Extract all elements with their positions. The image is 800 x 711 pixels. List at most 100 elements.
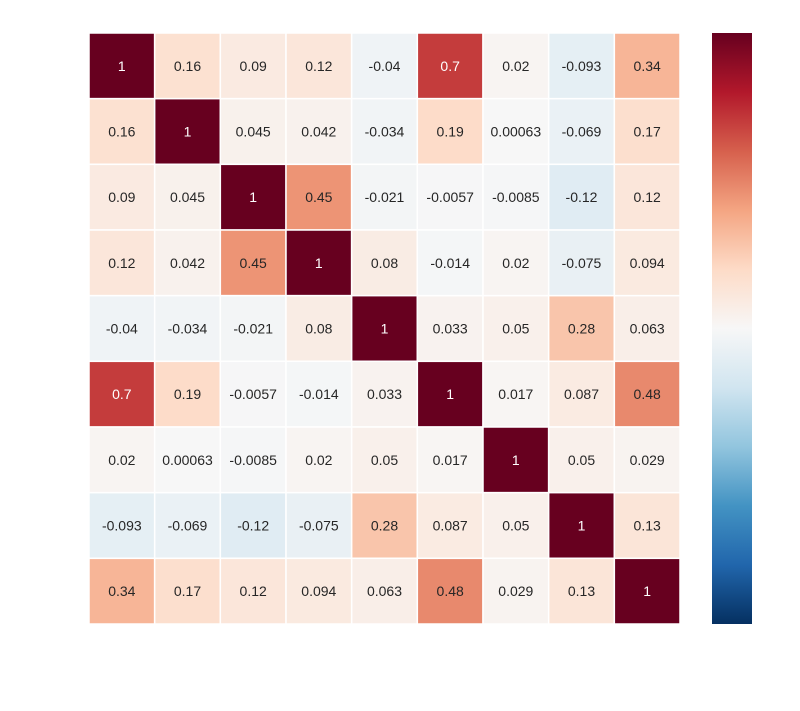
cell-value-label: 1: [184, 124, 192, 140]
cell-value-label: 0.05: [371, 452, 398, 468]
cell-value-label: 0.12: [634, 189, 661, 205]
heatmap-cell: [88, 360, 156, 428]
heatmap-cell: [153, 491, 222, 560]
cell-value-label: 0.00063: [162, 452, 213, 468]
heatmap-cell: [482, 360, 550, 428]
heatmap-cell: [613, 294, 681, 363]
cell-value-label: 0.13: [634, 518, 661, 534]
heatmap-cell: [482, 163, 550, 231]
cell-value-label: 0.12: [240, 583, 267, 599]
cell-value-label: -0.014: [299, 386, 339, 402]
heatmap-cell: [350, 97, 419, 166]
heatmap-cell: [613, 32, 681, 100]
heatmap-cell: [613, 97, 681, 166]
cell-value-label: 0.12: [305, 58, 332, 74]
heatmap-cell: [482, 294, 550, 363]
cell-value-label: 0.16: [174, 58, 201, 74]
heatmap-cell: [547, 97, 616, 166]
cell-value-label: 0.033: [367, 386, 402, 402]
cell-value-label: 0.34: [634, 58, 661, 74]
cell-value-label: -0.093: [102, 518, 142, 534]
cell-value-label: 0.02: [108, 452, 135, 468]
cell-value-label: 0.02: [502, 58, 529, 74]
heatmap-cell: [416, 163, 484, 231]
cell-value-label: 1: [249, 189, 257, 205]
cell-value-label: -0.075: [299, 518, 339, 534]
cell-value-label: 0.05: [502, 518, 529, 534]
heatmap-cell: [153, 32, 222, 100]
cell-value-label: 0.094: [630, 255, 665, 271]
cell-value-label: -0.021: [365, 189, 405, 205]
cell-value-label: 0.48: [437, 583, 464, 599]
cell-value-label: 0.17: [634, 124, 661, 140]
heatmap-cell: [88, 163, 156, 231]
heatmap-cell: [88, 491, 156, 560]
cell-value-label: 0.45: [240, 255, 267, 271]
heatmap-cell: [219, 360, 287, 428]
heatmap-cell: [88, 32, 156, 100]
cell-value-label: 0.08: [371, 255, 398, 271]
cell-value-label: 0.09: [108, 189, 135, 205]
cell-value-label: -0.0057: [229, 386, 277, 402]
heatmap-cells: [88, 32, 681, 625]
cell-value-label: 0.48: [634, 386, 661, 402]
cell-value-label: -0.0085: [229, 452, 277, 468]
cell-value-label: 0.45: [305, 189, 332, 205]
cell-value-label: 0.09: [240, 58, 267, 74]
heatmap-cell: [613, 360, 681, 428]
heatmap-cell: [416, 426, 484, 494]
heatmap-cell: [88, 97, 156, 166]
cell-value-label: 0.033: [433, 321, 468, 337]
cell-value-label: 0.05: [568, 452, 595, 468]
heatmap-cell: [613, 557, 681, 625]
cell-value-label: -0.04: [369, 58, 401, 74]
cell-value-label: 1: [118, 58, 126, 74]
cell-value-label: 0.19: [437, 124, 464, 140]
heatmap-cell: [285, 163, 353, 231]
heatmap-cell: [416, 97, 484, 166]
heatmap-cell: [547, 32, 616, 100]
cell-value-label: -0.034: [168, 321, 208, 337]
cell-value-label: 0.017: [433, 452, 468, 468]
heatmap-cell: [219, 32, 287, 100]
cell-value-label: -0.04: [106, 321, 138, 337]
cell-value-label: 0.05: [502, 321, 529, 337]
heatmap-cell: [547, 163, 616, 231]
heatmap-cell: [153, 294, 222, 363]
heatmap-cell: [88, 426, 156, 494]
cell-value-label: 0.042: [170, 255, 205, 271]
heatmap-cell: [547, 294, 616, 363]
cell-value-label: -0.034: [365, 124, 405, 140]
cell-value-labels: 1 0.16 0.09 0.12 -0.04 0.7 0.02 -0.093 0.34 0.16 1…: [102, 58, 665, 599]
heatmap-cell: [350, 491, 419, 560]
heatmap-cell: [416, 557, 484, 625]
cell-value-label: 0.087: [564, 386, 599, 402]
cell-value-label: 0.045: [170, 189, 205, 205]
cell-value-label: 0.02: [502, 255, 529, 271]
cell-value-label: 0.029: [630, 452, 665, 468]
heatmap-cell: [482, 557, 550, 625]
cell-value-label: 1: [315, 255, 323, 271]
cell-value-label: 0.017: [498, 386, 533, 402]
cell-value-label: 0.19: [174, 386, 201, 402]
cell-value-label: 1: [512, 452, 520, 468]
cell-value-label: 0.042: [301, 124, 336, 140]
cell-value-label: -0.075: [562, 255, 602, 271]
heatmap-cell: [153, 426, 222, 494]
cell-value-label: 1: [643, 583, 651, 599]
heatmap-cell: [285, 97, 353, 166]
heatmap-cell: [219, 97, 287, 166]
cell-value-label: -0.014: [430, 255, 470, 271]
cell-value-label: 0.08: [305, 321, 332, 337]
cell-value-label: 0.12: [108, 255, 135, 271]
cell-value-label: 0.34: [108, 583, 135, 599]
colorbar: [712, 33, 752, 624]
cell-value-label: -0.093: [562, 58, 602, 74]
cell-value-label: 0.00063: [491, 124, 542, 140]
heatmap-cell: [350, 294, 419, 363]
heatmap-cell: [153, 360, 222, 428]
cell-value-label: -0.0085: [492, 189, 540, 205]
heatmap-cell: [285, 229, 353, 297]
heatmap-cell: [350, 163, 419, 231]
